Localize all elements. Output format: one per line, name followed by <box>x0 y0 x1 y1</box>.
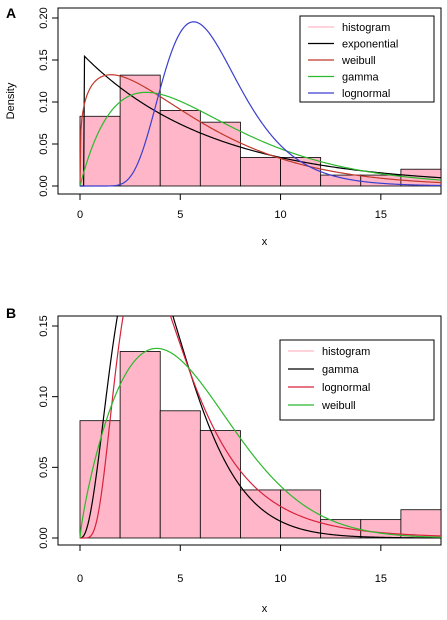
panel-a-legend-label-exponential: exponential <box>342 39 398 51</box>
panel-a-legend: histogram exponential weibull gamma lognorma… <box>299 15 435 103</box>
panel-a-histogram-bar <box>119 74 161 187</box>
panel-b-legend-box <box>279 339 435 421</box>
panel-b-gamma-curve <box>79 316 441 539</box>
panel-b-histogram-bar <box>119 351 161 539</box>
panel-b-x-tick-label: 10 <box>274 573 286 585</box>
panel-b-histogram-bar <box>199 430 241 539</box>
panel-a-x-axis-title: x <box>262 236 268 248</box>
panel-a-legend-label-gamma: gamma <box>342 72 380 84</box>
panel-a-legend-label-lognormal: lognormal <box>342 88 390 100</box>
panel-a-exponential-curve <box>80 54 441 187</box>
panel-b-histogram-bar <box>400 509 442 539</box>
panel-a-x-tick-label: 5 <box>177 209 183 221</box>
panel-b-y-tick-label: 0.10 <box>38 386 50 407</box>
panel-a-histogram-bar <box>159 110 201 187</box>
panel-b-legend: histogram gamma lognormal weibull <box>279 339 435 421</box>
panel-a-legend-label-histogram: histogram <box>342 22 390 34</box>
panel-a-histogram-bar <box>199 121 241 187</box>
panel-b-x-tick-label: 15 <box>375 573 387 585</box>
panel-b-legend-label-histogram: histogram <box>322 346 370 358</box>
panel-a-histogram-bar <box>240 157 281 187</box>
panel-b-weibull-curve <box>79 347 441 539</box>
panel-a-y-tick-label: 0.20 <box>38 7 50 28</box>
panel-a-lognormal-curve <box>80 21 441 187</box>
panel-a-gamma-curve <box>79 91 441 187</box>
panel-a-weibull-curve <box>79 74 441 187</box>
panel-a-y-tick-label: 0.10 <box>38 91 50 112</box>
panel-b-legend-label-weibull: weibull <box>321 400 356 412</box>
panel-a-y-axis-title: Density <box>5 82 17 119</box>
panel-a-x-tick-label: 10 <box>274 209 286 221</box>
panel-a-histogram-bar <box>79 115 121 187</box>
panel-b-x-tick-label: 5 <box>177 573 183 585</box>
panel-b-y-tick-label: 0.15 <box>38 315 50 336</box>
panel-b-legend-label-gamma: gamma <box>322 364 360 376</box>
panel-a-y-tick-label: 0.00 <box>38 175 50 196</box>
panel-a-y-tick-label: 0.15 <box>38 49 50 70</box>
panel-b-y-tick-label: 0.00 <box>38 527 50 548</box>
panel-b-x-axis-title: x <box>262 603 268 615</box>
panel-b-histogram-bar <box>280 489 322 539</box>
panel-a-legend-box <box>299 15 435 103</box>
panel-b-histogram-bar <box>240 489 281 539</box>
panel-b-legend-label-lognormal: lognormal <box>322 382 370 394</box>
panel-b-letter: B <box>6 305 16 321</box>
panel-b-y-tick-label: 0.05 <box>38 457 50 478</box>
panel-b: B 0 5 10 15 0.00 0.05 0.10 0.15 x histogram gamma l… <box>6 305 442 615</box>
panel-a-x-tick-label: 15 <box>375 209 387 221</box>
panel-a-y-tick-label: 0.05 <box>38 133 50 154</box>
panel-a-letter: A <box>6 5 16 21</box>
panel-a-legend-label-weibull: weibull <box>341 55 376 67</box>
panel-b-histogram-bar <box>79 420 121 539</box>
panel-a: A 0 5 10 15 0.00 0.05 0.10 0.15 0.20 x Density hist… <box>5 5 442 248</box>
panel-b-x-tick-label: 0 <box>77 573 83 585</box>
panel-b-histogram-bar <box>159 410 201 539</box>
panel-a-x-tick-label: 0 <box>77 209 83 221</box>
